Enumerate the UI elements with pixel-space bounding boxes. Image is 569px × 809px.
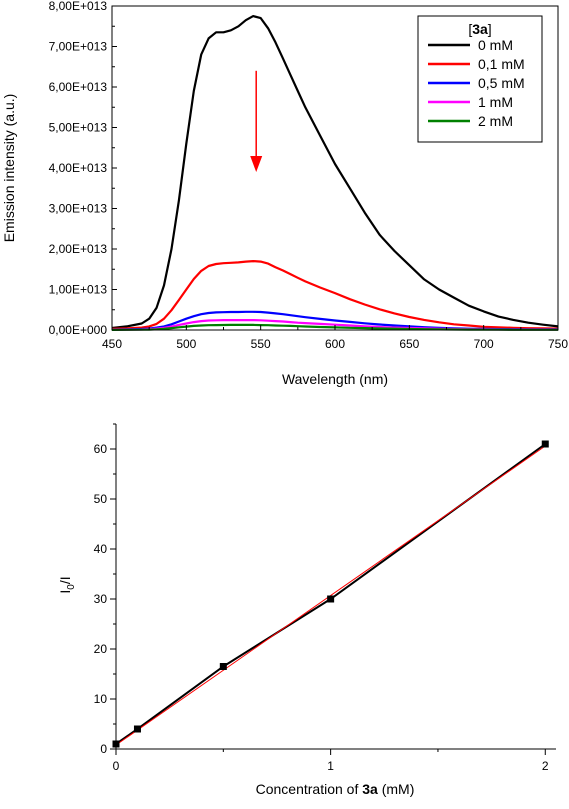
sv-data-line (115, 443, 546, 745)
sv-y-axis-label: I0/I (57, 576, 77, 593)
sv-x-tick-label: 1 (327, 759, 334, 773)
legend-label-0-5-mm: 0,5 mM (478, 75, 525, 91)
legend-label-2-mm: 2 mM (478, 113, 513, 129)
legend-label-0-mm: 0 mM (478, 37, 513, 53)
emission-x-tick-label: 450 (102, 337, 122, 351)
sv-y-ticks: 0 10 20 30 40 50 60 (94, 423, 116, 756)
emission-y-tick-label: 2,00E+013 (49, 242, 108, 256)
emission-y-tick-label: 1,00E+013 (49, 283, 108, 297)
sv-x-ticks: 0 1 2 (113, 749, 549, 773)
legend-items: 0 mM 0,1 mM 0,5 mM 1 mM 2 mM (428, 37, 525, 129)
emission-x-tick-label: 750 (548, 337, 568, 351)
sv-y-tick-label: 40 (94, 542, 108, 556)
sv-y-tick-label: 20 (94, 642, 108, 656)
legend: [3a] 0 mM 0,1 mM 0,5 mM 1 mM 2 mM (417, 15, 543, 143)
sv-data-point (133, 725, 141, 733)
legend-label-1-mm: 1 mM (478, 94, 513, 110)
sv-y-tick-label: 10 (94, 692, 108, 706)
sv-y-tick-label: 30 (94, 592, 108, 606)
emission-plot-area (111, 15, 559, 331)
series-line-0-mm (111, 15, 559, 330)
stern-volmer-plot-area (112, 440, 549, 748)
emission-y-axis-label: Emission intensity (a.u.) (1, 94, 17, 243)
emission-x-ticks: 450 500 550 600 650 700 750 (102, 325, 568, 351)
legend-title: [3a] (468, 21, 491, 37)
sv-x-axis-label: Concentration of 3a (mM) (256, 781, 415, 797)
emission-y-tick-label: 0,00E+000 (49, 323, 108, 337)
emission-y-tick-label: 5,00E+013 (49, 121, 108, 135)
emission-y-tick-label: 3,00E+013 (49, 202, 108, 216)
emission-spectra-chart: 450 500 550 600 650 700 750 0,00E+000 1,00E+013… (1, 0, 568, 387)
sv-y-tick-label: 60 (94, 442, 108, 456)
sv-data-point (541, 440, 549, 448)
emission-y-tick-label: 7,00E+013 (49, 40, 108, 54)
sv-data-point (327, 595, 335, 603)
emission-x-tick-label: 500 (176, 337, 196, 351)
emission-y-tick-label: 6,00E+013 (49, 80, 108, 94)
series-line-0-1-mm (111, 260, 559, 330)
emission-x-axis-label: Wavelength (nm) (282, 371, 388, 387)
emission-x-tick-label: 600 (325, 337, 345, 351)
emission-y-tick-label: 8,00E+013 (49, 0, 108, 13)
stern-volmer-chart: 0 1 2 0 10 20 30 40 50 60 Concentration of 3a (m… (57, 423, 556, 797)
sv-y-tick-label: 50 (94, 492, 108, 506)
emission-x-tick-label: 700 (474, 337, 494, 351)
sv-x-tick-label: 2 (542, 759, 549, 773)
emission-y-ticks: 0,00E+000 1,00E+013 2,00E+013 3,00E+013 4,00… (49, 0, 117, 337)
emission-x-tick-label: 650 (399, 337, 419, 351)
legend-label-0-1-mm: 0,1 mM (478, 56, 525, 72)
sv-x-tick-label: 0 (113, 759, 120, 773)
quench-arrow-head (250, 156, 263, 173)
emission-x-tick-label: 550 (251, 337, 271, 351)
quench-arrow (250, 70, 263, 173)
sv-data-point (219, 663, 227, 670)
emission-y-tick-label: 4,00E+013 (49, 161, 108, 175)
sv-y-tick-label: 0 (100, 742, 107, 756)
